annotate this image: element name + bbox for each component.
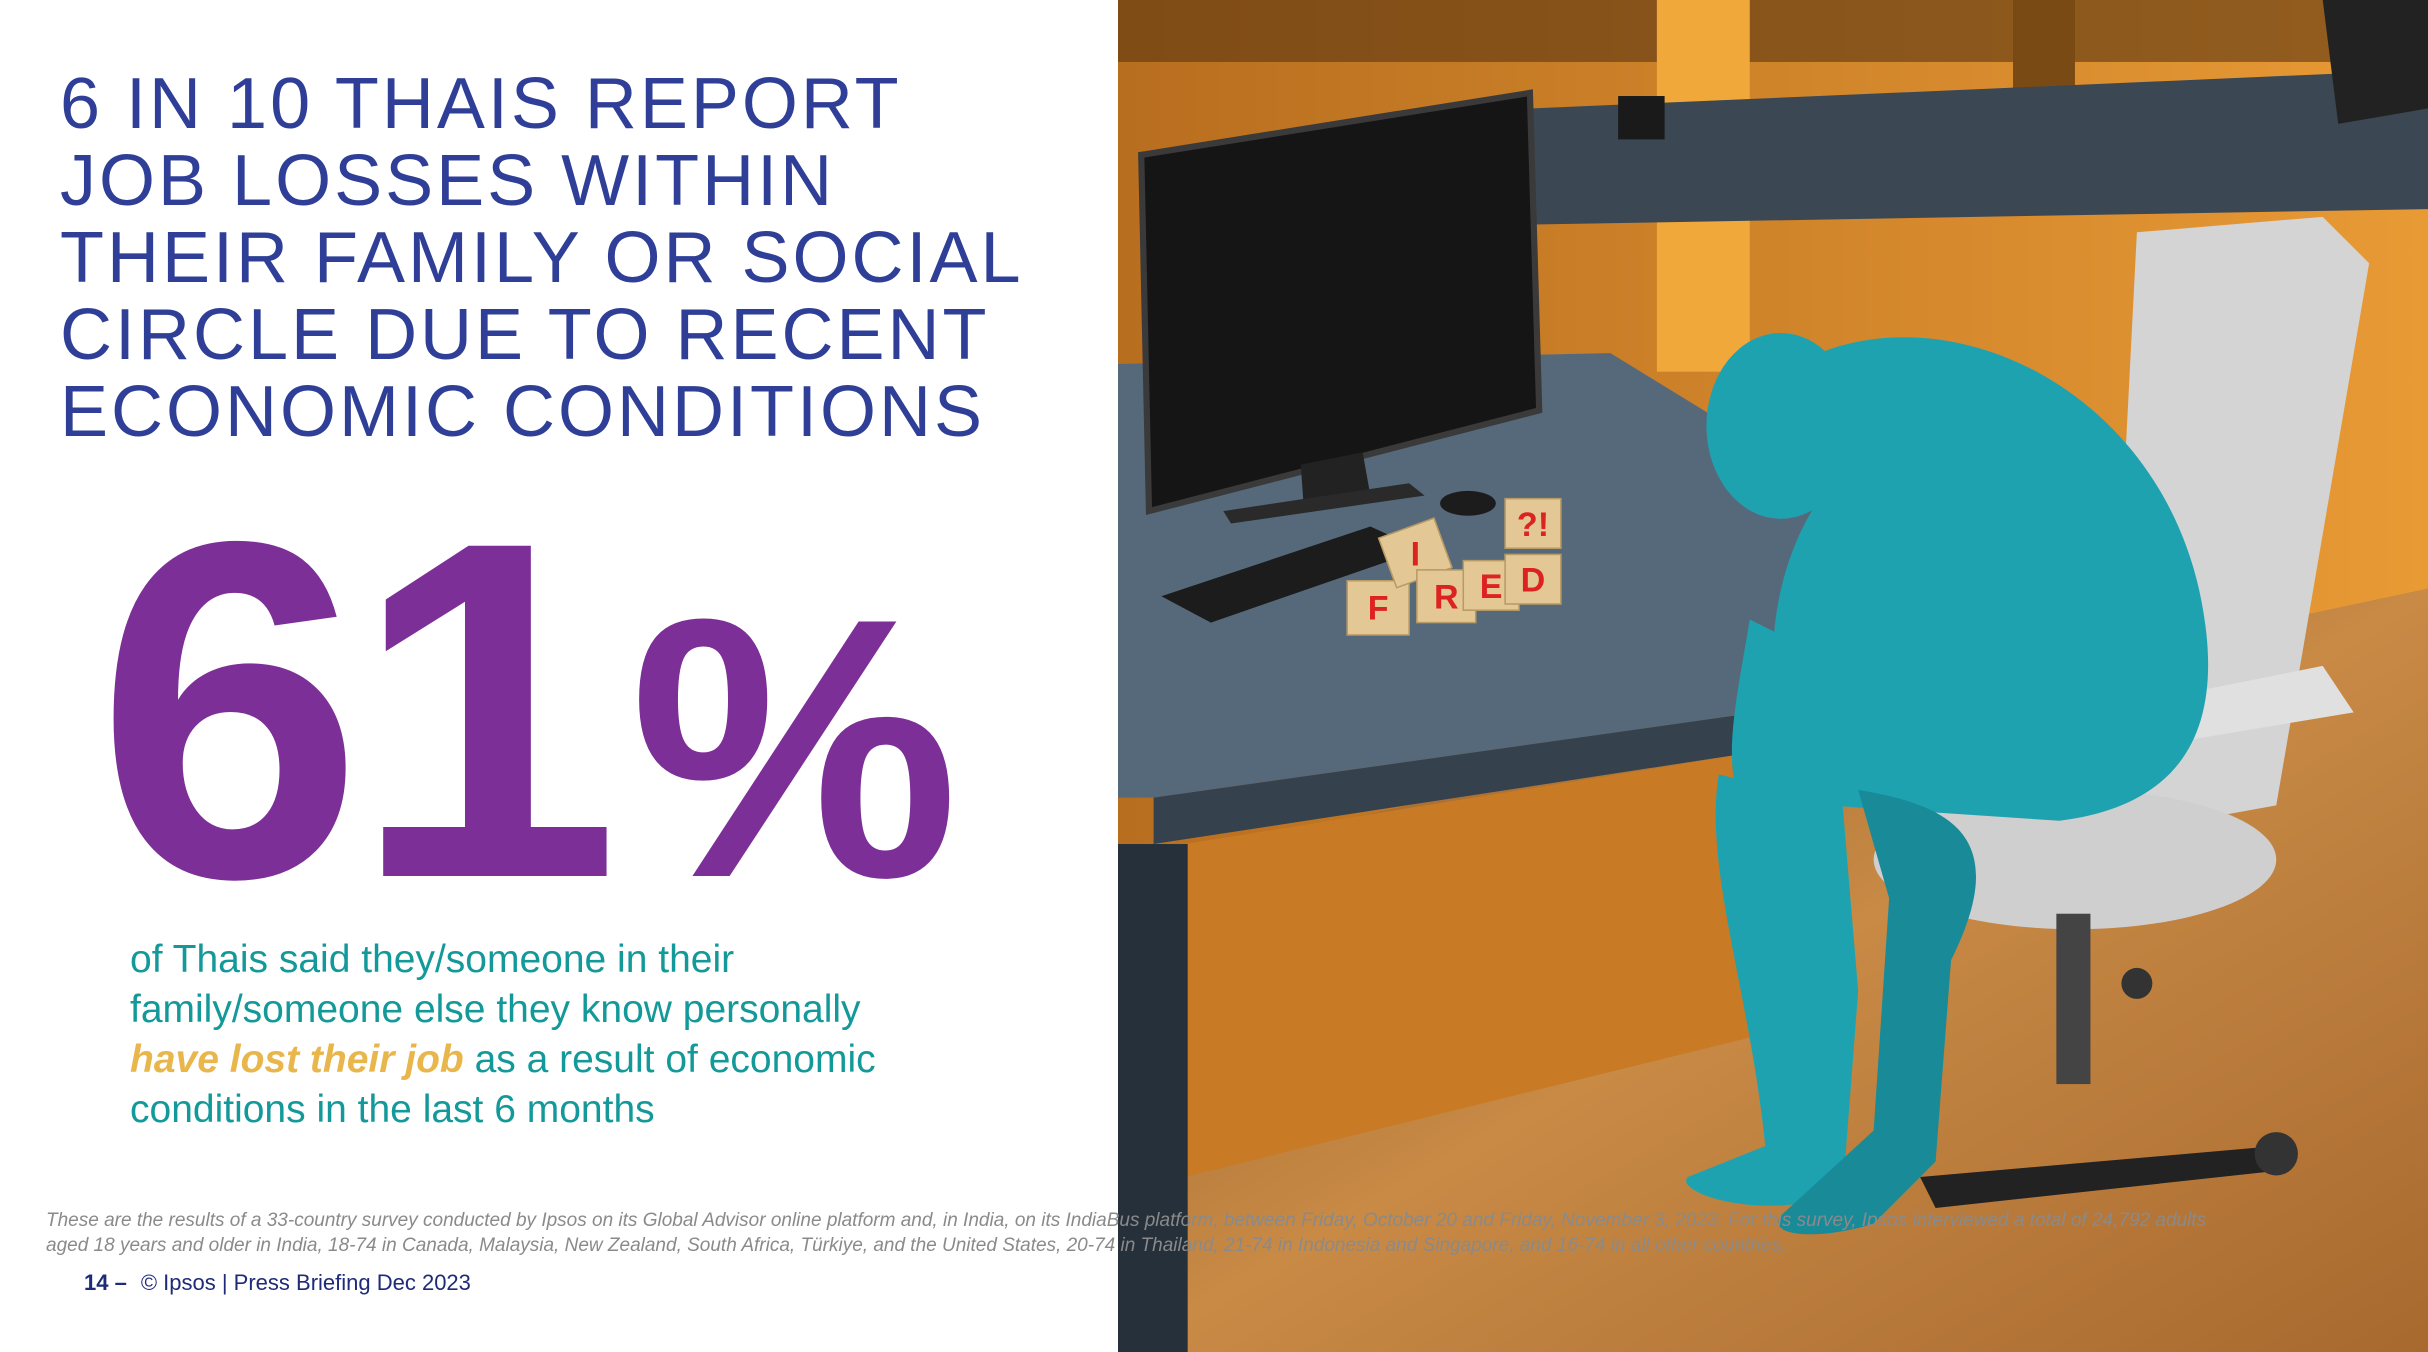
title-line: CIRCLE DUE TO RECENT [60, 295, 990, 375]
block-letter: ?! [1517, 506, 1549, 544]
pc-tower [1118, 844, 1188, 1352]
title-line: ECONOMIC CONDITIONS [60, 372, 986, 452]
block-letter: R [1434, 579, 1459, 617]
letter-blocks: F I R E D ?! [1346, 497, 1562, 636]
title-line: JOB LOSSES WITHIN [60, 141, 836, 221]
block-letter: F [1368, 589, 1389, 627]
object [1618, 96, 1665, 140]
stat-unit: % [629, 542, 959, 955]
wheel [2121, 967, 2153, 999]
wheel [2254, 1132, 2298, 1176]
block [1346, 579, 1410, 636]
back-monitor [2322, 0, 2428, 124]
monitor-base [1223, 483, 1425, 524]
stat: 61% [96, 470, 959, 950]
chair-post [2056, 913, 2091, 1085]
figure-leg [1686, 774, 1859, 1206]
back-desk [1532, 69, 2428, 225]
footer-text: © Ipsos | Press Briefing Dec 2023 [140, 1270, 471, 1295]
title-line: 6 IN 10 THAIS REPORT [60, 64, 902, 144]
monitor [1138, 89, 1543, 516]
description: of Thais said they/someone in their fami… [130, 935, 930, 1135]
page-number: 14 – [84, 1270, 127, 1295]
title-line: THEIR FAMILY OR SOCIAL [60, 218, 1024, 298]
chair-base [1920, 1146, 2292, 1208]
figure [1686, 332, 2209, 1235]
desk-edge [1153, 704, 1812, 845]
block [1504, 553, 1562, 605]
stat-number: 61 [96, 441, 620, 978]
figure-arm [1731, 619, 1828, 821]
block [1504, 497, 1562, 550]
description-text: of Thais said they/someone in their fami… [130, 938, 861, 1031]
block-letter: D [1521, 562, 1546, 600]
title: 6 IN 10 THAIS REPORT JOB LOSSES WITHIN T… [60, 66, 1024, 451]
block-letter: E [1480, 568, 1503, 606]
desk-side [1184, 743, 1812, 1177]
footer: 14 – © Ipsos | Press Briefing Dec 2023 [84, 1270, 471, 1296]
description-highlight: have lost their job [130, 1038, 464, 1081]
figure-torso [1773, 337, 2209, 821]
photo: F I R E D ?! [1118, 0, 2428, 1352]
footnote: These are the results of a 33-country su… [46, 1210, 2207, 1256]
keyboard [1161, 526, 1422, 623]
description-text: as a result of economic conditions in th… [130, 1038, 876, 1131]
shelf [1118, 0, 2428, 62]
figure-leg [1778, 789, 1977, 1235]
block-letter: I [1411, 535, 1420, 573]
mouse [1440, 490, 1496, 516]
